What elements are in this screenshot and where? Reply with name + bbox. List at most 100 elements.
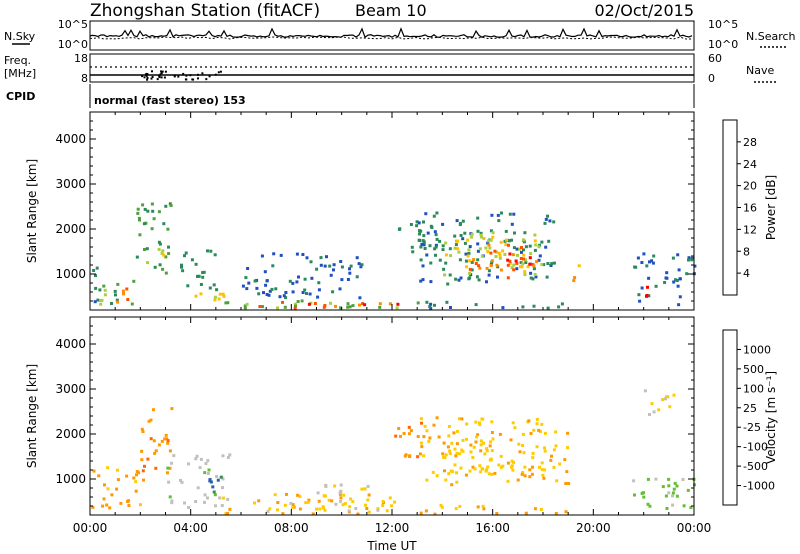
velocity-colorbar-label: Velocity [m s⁻¹] (764, 371, 778, 464)
velocity-cell (366, 498, 370, 502)
velocity-cell (292, 505, 296, 509)
power-cell (636, 256, 640, 260)
nave-dot (160, 72, 163, 75)
velocity-cell (509, 465, 513, 469)
velocity-cell (682, 504, 686, 508)
power-cell (161, 267, 165, 271)
velocity-cell (673, 481, 677, 485)
power-cell (663, 281, 667, 284)
velocity-cell (672, 393, 676, 397)
velocity-cell (642, 495, 646, 499)
velocity-cell (563, 458, 567, 462)
velocity-cell (521, 432, 525, 436)
power-cell (486, 241, 490, 245)
velocity-xtick-label: 08:00 (274, 521, 309, 535)
velocity-cell (106, 466, 110, 470)
velocity-cell (452, 431, 456, 435)
power-cell (463, 231, 467, 235)
velocity-cell (476, 433, 480, 437)
power-cell (542, 263, 546, 267)
power-cell (265, 293, 269, 296)
power-cell (272, 252, 276, 256)
velocity-cell (102, 497, 106, 501)
velocity-cell (334, 502, 338, 506)
velocity-cell (92, 469, 96, 473)
power-cell (329, 273, 333, 277)
power-cell (487, 269, 491, 273)
velocity-cell (306, 500, 310, 504)
power-cell (647, 276, 651, 280)
power-cell (411, 250, 415, 254)
power-cell (524, 258, 528, 262)
power-cell (281, 300, 284, 304)
velocity-cell (343, 502, 347, 506)
velocity-cell (127, 499, 131, 503)
power-cell (544, 217, 548, 221)
freq-trace (90, 66, 694, 81)
velocity-cell (419, 417, 423, 421)
velocity-cell (157, 443, 161, 447)
power-y-axis: 1000 2000 3000 4000 (55, 120, 694, 302)
velocity-cell (165, 437, 169, 441)
power-cell (422, 220, 425, 224)
velocity-xtick-label: 16:00 (475, 521, 510, 535)
velocity-cell (671, 491, 675, 495)
velocity-cell (458, 504, 462, 508)
velocity-cell (478, 464, 482, 468)
power-cell (395, 306, 399, 310)
velocity-cell (481, 417, 485, 421)
power-cell (510, 222, 514, 226)
velocity-cell (388, 496, 392, 500)
power-cell (572, 279, 576, 283)
power-cell (514, 259, 518, 263)
velocity-cell (338, 491, 342, 495)
velocity-cell (316, 491, 320, 495)
velocity-cell (423, 424, 427, 428)
power-cell (357, 262, 361, 266)
power-cell (503, 253, 507, 256)
power-cell (158, 242, 162, 246)
power-cell (348, 267, 351, 271)
velocity-cell (513, 426, 517, 430)
power-cell (544, 245, 548, 249)
power-cell (528, 244, 532, 248)
velocity-cell (650, 402, 654, 406)
velocity-cell (479, 439, 483, 443)
power-cell (258, 305, 262, 308)
velocity-cell (657, 408, 661, 412)
power-cell (505, 238, 509, 242)
velocity-cell (675, 484, 679, 488)
velocity-cell (403, 454, 407, 458)
velocity-cell (488, 444, 492, 448)
velocity-cell (212, 490, 216, 494)
velocity-cell (226, 456, 230, 459)
power-cell (199, 283, 203, 286)
power-cell (419, 258, 423, 262)
power-cell (291, 281, 295, 285)
power-cell (270, 287, 274, 291)
power-cell (213, 295, 217, 299)
power-cell (224, 301, 228, 305)
power-cell (560, 302, 564, 306)
velocity-cell (219, 475, 223, 479)
velocity-cell (140, 458, 144, 462)
power-cell (454, 277, 458, 281)
power-cell (677, 268, 681, 272)
power-cell (504, 243, 508, 247)
velocity-cell (465, 422, 469, 426)
nave-dot (164, 70, 167, 73)
power-cell (398, 227, 402, 231)
power-cell (489, 251, 493, 255)
power-cell (419, 229, 423, 233)
power-cell (521, 262, 525, 266)
velocity-cell (471, 465, 475, 469)
velocity-cell (168, 449, 172, 453)
power-cell (351, 304, 355, 308)
power-cell (523, 231, 527, 235)
power-cell (453, 246, 457, 250)
velocity-cell (558, 462, 562, 466)
velocity-cell (218, 496, 222, 500)
power-cell (444, 253, 448, 257)
velocity-ytick-label: 3000 (55, 382, 86, 396)
power-cell (410, 245, 414, 249)
